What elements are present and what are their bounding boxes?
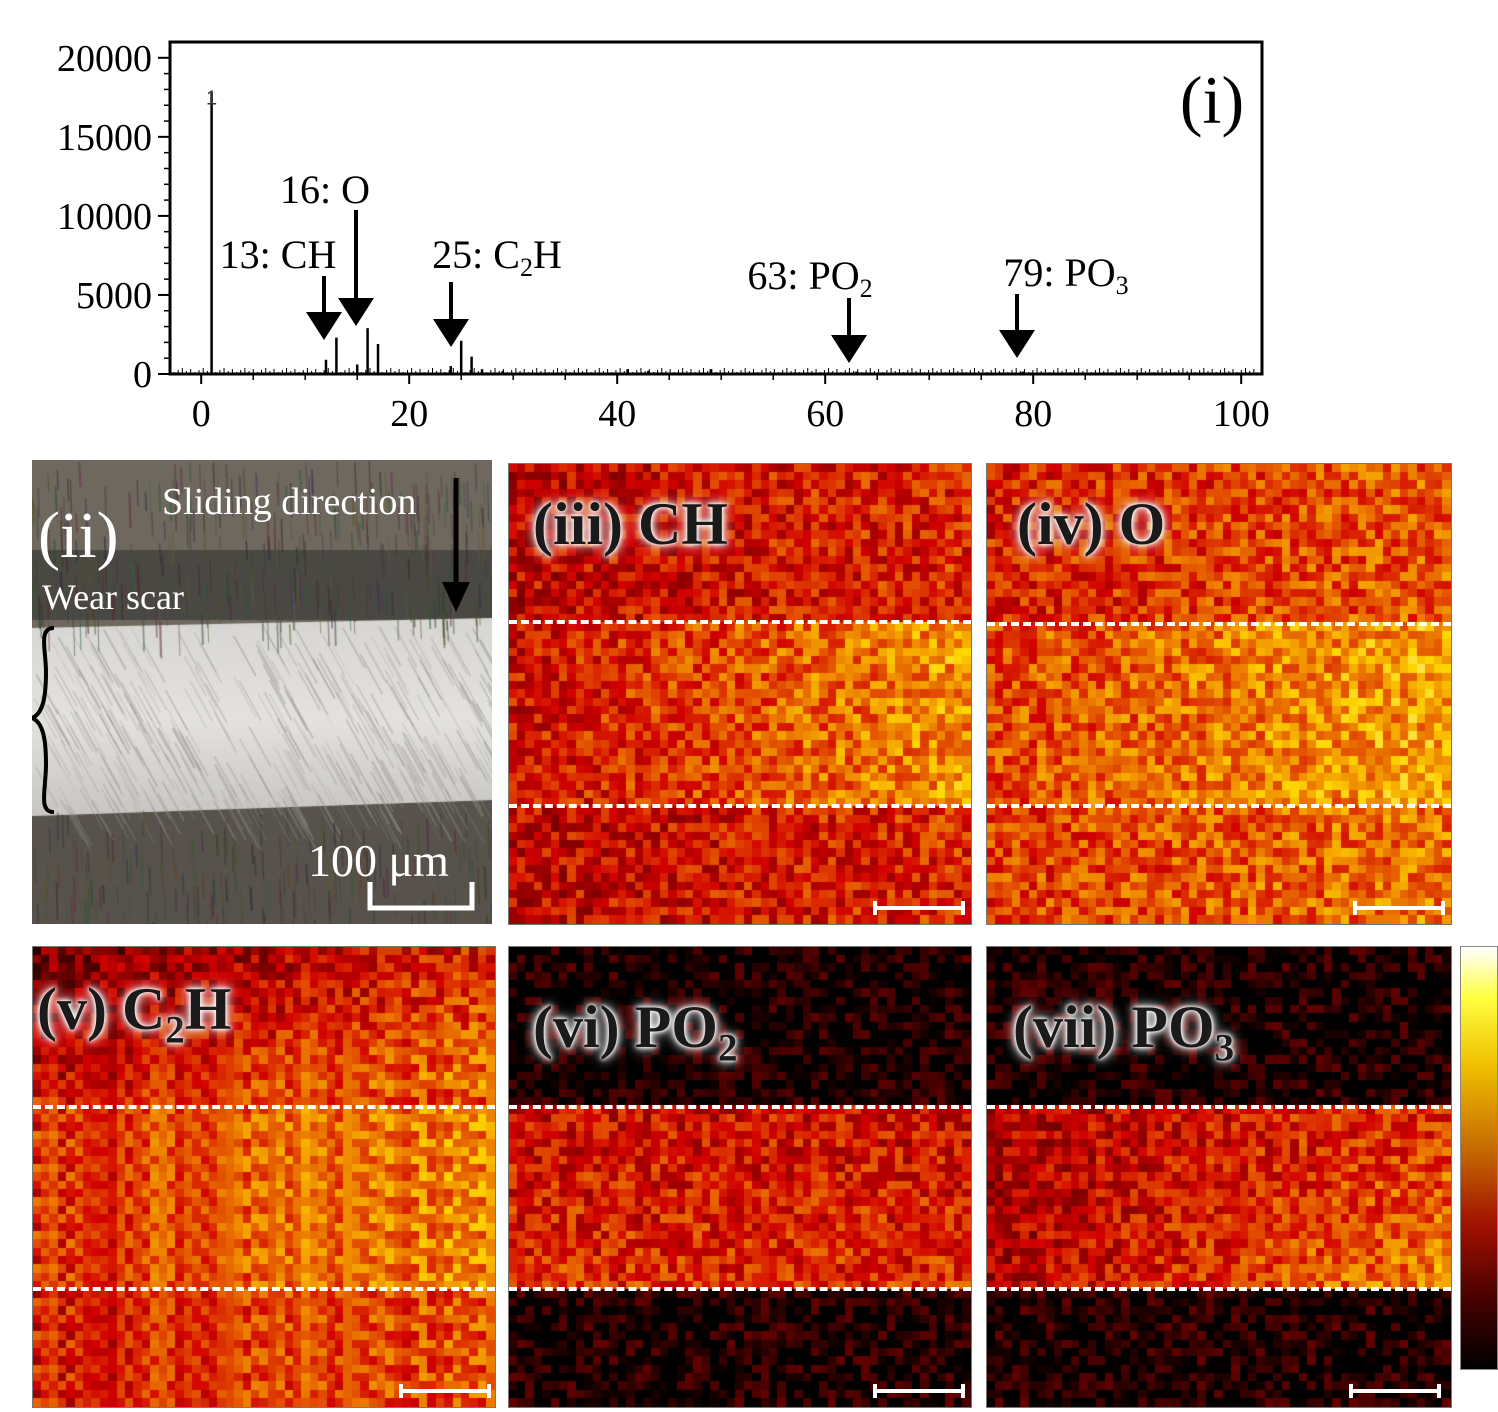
po3-intensity-map bbox=[987, 947, 1451, 1407]
x-tick-label: 0 bbox=[192, 393, 211, 435]
y-tick-label: 20000 bbox=[57, 38, 152, 80]
panel-label-v: (v) C2H bbox=[37, 976, 232, 1052]
wear-scar-label: Wear scar bbox=[42, 577, 184, 617]
wear-boundary-top bbox=[509, 1105, 971, 1109]
scale-label: 100 μm bbox=[308, 835, 449, 886]
annotation-arrowhead bbox=[999, 330, 1035, 358]
peak-annotation: 79: PO3 bbox=[1003, 250, 1128, 300]
panel-label-iii: (iii) CH bbox=[533, 491, 728, 557]
c2h-intensity-map bbox=[33, 947, 495, 1407]
mass-spectrum-chart: 1 0 20 40 60 80 100 0 5000 10000 15000 20000 13: C… bbox=[57, 38, 1270, 435]
scale-bar bbox=[399, 1384, 491, 1398]
annotation-arrowhead bbox=[338, 298, 374, 326]
panel-label-vii: (vii) PO3 bbox=[1013, 994, 1235, 1070]
peak-annotation: 63: PO2 bbox=[747, 253, 872, 303]
optical-image-panel: (ii) Sliding direction Wear scar 100 μm bbox=[32, 460, 492, 924]
scale-bar bbox=[367, 882, 475, 911]
scale-bar bbox=[1353, 901, 1445, 915]
panel-label-iv: (iv) O bbox=[1017, 491, 1166, 557]
sliding-direction-arrow bbox=[32, 478, 475, 911]
peak-label: 1 bbox=[206, 88, 217, 110]
scale-bar bbox=[873, 901, 965, 915]
annotation-arrowhead bbox=[306, 312, 342, 340]
wear-boundary-top bbox=[987, 1105, 1451, 1109]
ch-intensity-map bbox=[509, 464, 971, 924]
chart-title: (i) bbox=[1180, 62, 1244, 138]
po2-intensity-map bbox=[509, 947, 971, 1407]
wear-boundary-top bbox=[33, 1105, 495, 1109]
x-tick-label: 40 bbox=[598, 393, 636, 435]
map-panel-ch: (iii) CH bbox=[508, 463, 972, 925]
intensity-colorbar bbox=[1460, 946, 1498, 1370]
x-tick-label: 20 bbox=[390, 393, 428, 435]
optical-micrograph bbox=[32, 460, 492, 924]
y-tick-label: 5000 bbox=[76, 275, 152, 317]
panel-label-vi: (vi) PO2 bbox=[533, 994, 738, 1070]
map-panel-o: (iv) O bbox=[986, 463, 1452, 925]
annotation-arrowhead bbox=[831, 335, 867, 363]
wear-boundary-top bbox=[987, 622, 1451, 626]
wear-boundary-top bbox=[509, 620, 971, 624]
x-tick-label: 80 bbox=[1014, 393, 1052, 435]
scale-bar bbox=[873, 1384, 965, 1398]
x-tick-label: 100 bbox=[1213, 393, 1270, 435]
o-intensity-map bbox=[987, 464, 1451, 924]
y-tick-label: 10000 bbox=[57, 196, 152, 238]
wear-boundary-bottom bbox=[509, 1287, 971, 1291]
sliding-direction-label: Sliding direction bbox=[162, 481, 417, 523]
map-panel-po2: (vi) PO2 bbox=[508, 946, 972, 1408]
y-tick-label: 15000 bbox=[57, 117, 152, 159]
wear-boundary-bottom bbox=[987, 1287, 1451, 1291]
peak-annotation: 25: C2H bbox=[432, 232, 562, 282]
wear-boundary-bottom bbox=[33, 1287, 495, 1291]
peak-annotation: 16: O bbox=[280, 167, 370, 212]
map-panel-c2h: (v) C2H bbox=[32, 946, 496, 1408]
annotation-arrowhead bbox=[433, 319, 469, 347]
wear-boundary-bottom bbox=[987, 804, 1451, 808]
scale-bar bbox=[1349, 1384, 1441, 1398]
peak-annotation: 13: CH bbox=[220, 232, 337, 277]
wear-scar-brace bbox=[32, 626, 55, 814]
map-panel-po3: (vii) PO3 bbox=[986, 946, 1452, 1408]
panel-label-ii: (ii) bbox=[38, 499, 119, 572]
x-tick-label: 60 bbox=[806, 393, 844, 435]
y-tick-label: 0 bbox=[133, 354, 152, 396]
wear-boundary-bottom bbox=[509, 804, 971, 808]
